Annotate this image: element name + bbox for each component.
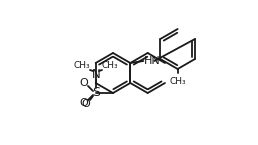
Text: O: O — [80, 78, 88, 88]
Text: CH₃: CH₃ — [74, 61, 90, 70]
Text: S: S — [92, 87, 100, 99]
Text: O: O — [80, 98, 88, 108]
Text: CH₃: CH₃ — [102, 61, 118, 70]
Text: N: N — [92, 68, 100, 81]
Text: CH₃: CH₃ — [169, 77, 186, 86]
Text: HN: HN — [144, 56, 161, 66]
Text: O: O — [82, 99, 90, 109]
